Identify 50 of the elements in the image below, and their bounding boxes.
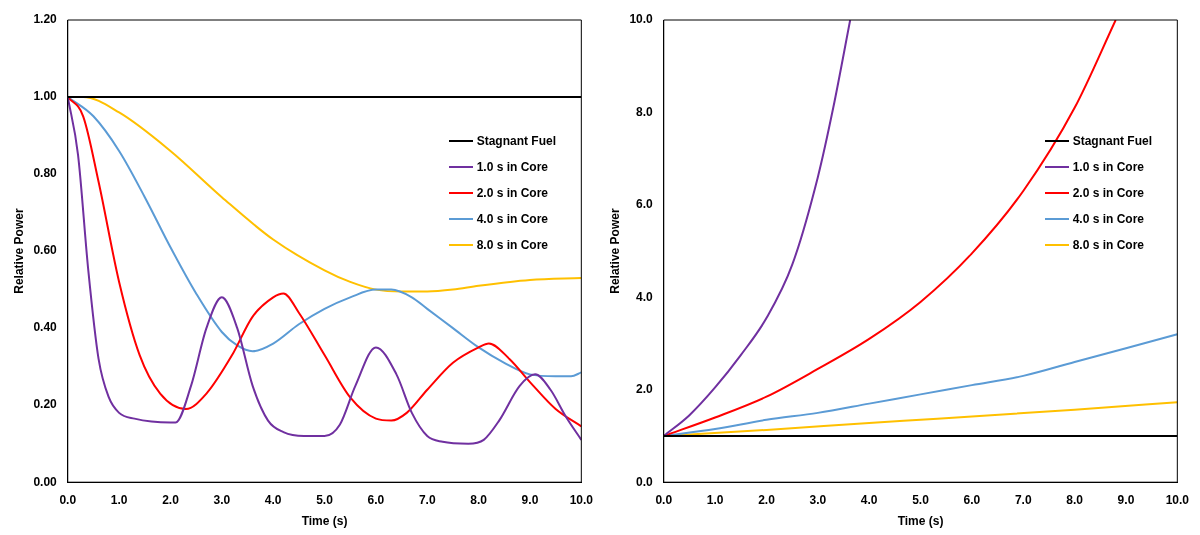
legend-label: Stagnant Fuel xyxy=(476,134,556,148)
x-tick-label: 9.0 xyxy=(1117,492,1135,507)
x-tick-label: 1.0 xyxy=(706,492,724,507)
x-tick-label: 8.0 xyxy=(470,492,488,507)
x-tick-label: 0.0 xyxy=(59,492,77,507)
line-series xyxy=(663,20,852,437)
y-tick-label: 0.80 xyxy=(33,166,58,181)
legend-label: 8.0 s in Core xyxy=(476,238,549,252)
legend-label: 1.0 s in Core xyxy=(1072,160,1145,174)
y-tick-label: 1.20 xyxy=(33,12,58,27)
y-tick-label: 1.00 xyxy=(33,89,58,104)
legend-label: 8.0 s in Core xyxy=(1072,238,1145,252)
x-tick-label: 6.0 xyxy=(367,492,385,507)
legend-label: 4.0 s in Core xyxy=(1072,212,1145,226)
x-axis-title: Time (s) xyxy=(897,514,944,529)
x-tick-label: 7.0 xyxy=(1014,492,1032,507)
y-tick-label: 10.0 xyxy=(629,12,654,27)
x-tick-label: 3.0 xyxy=(213,492,231,507)
x-tick-label: 4.0 xyxy=(264,492,282,507)
y-tick-label: 4.0 xyxy=(636,289,654,304)
x-tick-label: 7.0 xyxy=(418,492,436,507)
x-tick-label: 10.0 xyxy=(1165,492,1190,507)
legend-label: 2.0 s in Core xyxy=(476,186,549,200)
legend-label: Stagnant Fuel xyxy=(1072,134,1152,148)
legend-label: 1.0 s in Core xyxy=(476,160,549,174)
y-tick-label: 0.40 xyxy=(33,320,58,335)
x-tick-label: 4.0 xyxy=(860,492,878,507)
y-tick-label: 0.60 xyxy=(33,243,58,258)
y-tick-label: 0.0 xyxy=(636,474,654,489)
y-tick-label: 6.0 xyxy=(636,197,654,212)
y-tick-label: 0.00 xyxy=(33,474,58,489)
x-tick-label: 3.0 xyxy=(809,492,827,507)
legend-label: 4.0 s in Core xyxy=(476,212,549,226)
y-tick-label: 8.0 xyxy=(636,104,654,119)
y-tick-label: 2.0 xyxy=(636,382,654,397)
x-tick-label: 6.0 xyxy=(963,492,981,507)
x-tick-label: 10.0 xyxy=(569,492,594,507)
x-tick-label: 2.0 xyxy=(758,492,776,507)
x-tick-label: 2.0 xyxy=(162,492,180,507)
y-axis-title: Relative Power xyxy=(11,208,26,294)
x-tick-label: 9.0 xyxy=(521,492,539,507)
x-tick-label: 1.0 xyxy=(110,492,128,507)
x-tick-label: 8.0 xyxy=(1066,492,1084,507)
legend-label: 2.0 s in Core xyxy=(1072,186,1145,200)
x-tick-label: 0.0 xyxy=(655,492,673,507)
x-axis-title: Time (s) xyxy=(301,514,348,529)
y-tick-label: 0.20 xyxy=(33,397,58,412)
x-tick-label: 5.0 xyxy=(912,492,930,507)
x-tick-label: 5.0 xyxy=(316,492,334,507)
y-axis-title: Relative Power xyxy=(607,208,622,294)
